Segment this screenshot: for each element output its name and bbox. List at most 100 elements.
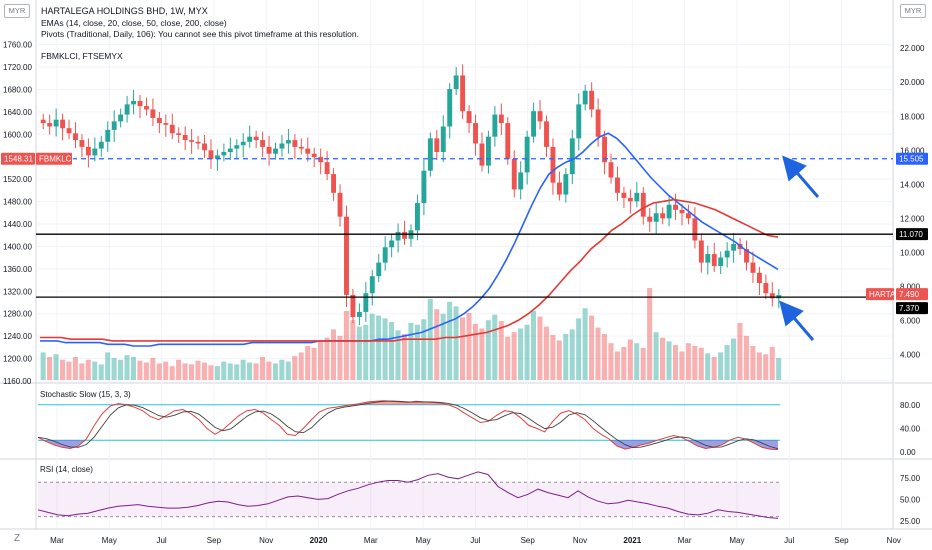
candle-body[interactable] (182, 134, 188, 141)
candle-body[interactable] (421, 170, 427, 204)
candle-body[interactable] (608, 162, 614, 178)
left-axis-tick[interactable]: 1520.00 (3, 175, 32, 184)
left-axis-tick[interactable]: 1200.00 (3, 355, 32, 364)
candle-body[interactable] (769, 293, 775, 299)
left-axis-tick[interactable]: 1320.00 (3, 287, 32, 296)
candle-body[interactable] (137, 100, 143, 107)
rsi-pane[interactable]: 75.00 50.00 25.00 (37, 471, 921, 526)
candle-body[interactable] (556, 182, 562, 195)
time-axis-tick[interactable]: May (416, 536, 431, 545)
candle-body[interactable] (498, 114, 504, 124)
ema-fast-line[interactable] (40, 132, 779, 347)
arrow-lower[interactable] (779, 300, 815, 341)
candle-body[interactable] (492, 114, 498, 137)
candle-body[interactable] (92, 148, 98, 156)
candle-body[interactable] (576, 104, 582, 139)
right-currency-label[interactable]: MYR (900, 4, 926, 18)
time-axis-tick[interactable]: Jul (156, 536, 166, 545)
candle-body[interactable] (156, 117, 162, 124)
candle-body[interactable] (389, 240, 395, 248)
candle-body[interactable] (311, 153, 317, 158)
candle-body[interactable] (627, 197, 633, 202)
candle-body[interactable] (227, 148, 233, 152)
candle-body[interactable] (144, 106, 149, 110)
candle-body[interactable] (305, 148, 311, 154)
time-axis-tick[interactable]: Jul (784, 536, 794, 545)
candle-body[interactable] (589, 90, 595, 110)
candle-body[interactable] (544, 121, 549, 147)
candle-body[interactable] (247, 136, 253, 142)
left-axis-tick[interactable]: 1160.00 (3, 377, 32, 386)
candle-body[interactable] (511, 158, 517, 190)
rsi-line[interactable] (37, 471, 779, 519)
left-axis-tick[interactable]: 1680.00 (3, 85, 32, 94)
candle-body[interactable] (634, 192, 640, 202)
left-axis-tick[interactable]: 1760.00 (3, 41, 32, 50)
candle-body[interactable] (150, 109, 156, 118)
candle-body[interactable] (298, 146, 304, 149)
time-axis-tick[interactable]: 2021 (623, 536, 641, 545)
right-price-axis[interactable]: 22.000 20.000 18.000 16.000 14.000 12.000 10.0… (900, 44, 925, 359)
candle-body[interactable] (537, 111, 543, 122)
zoom-icon[interactable]: Z (13, 533, 21, 544)
pivots-legend[interactable]: Pivots (Traditional, Daily, 106): You ca… (41, 29, 359, 39)
left-axis-tick[interactable]: 1640.00 (3, 108, 32, 117)
time-axis-tick[interactable]: Jul (470, 536, 480, 545)
candle-body[interactable] (40, 119, 46, 124)
candle-body[interactable] (124, 104, 130, 115)
left-axis-tick[interactable]: 1440.00 (3, 220, 32, 229)
right-axis-tick[interactable]: 10.000 (900, 248, 925, 257)
candle-body[interactable] (427, 138, 433, 171)
candle-body[interactable] (685, 213, 691, 219)
candle-body[interactable] (415, 203, 420, 231)
candle-body[interactable] (692, 218, 698, 241)
left-axis-tick[interactable]: 1480.00 (3, 198, 32, 207)
candle-body[interactable] (660, 213, 666, 219)
candle-body[interactable] (505, 123, 511, 159)
candle-body[interactable] (273, 148, 278, 154)
candle-body[interactable] (202, 143, 207, 151)
candle-body[interactable] (318, 157, 324, 163)
candle-body[interactable] (324, 162, 330, 175)
horizontal-levels[interactable] (36, 158, 893, 298)
rsi-axis-tick[interactable]: 75.00 (900, 474, 921, 483)
chart-title[interactable]: HARTALEGA HOLDINGS BHD, 1W, MYX (41, 6, 208, 16)
candle-body[interactable] (369, 276, 375, 294)
candle-body[interactable] (98, 141, 104, 149)
time-axis-tick[interactable]: Nov (887, 536, 901, 545)
candle-body[interactable] (698, 240, 704, 263)
candle-body[interactable] (524, 136, 530, 173)
stoch-axis-tick[interactable]: 0.00 (900, 448, 916, 457)
rsi-axis-tick[interactable]: 25.00 (900, 517, 921, 526)
candle-body[interactable] (221, 152, 227, 156)
stochastic-label[interactable]: Stochastic Slow (15, 3, 3) (40, 390, 131, 399)
time-axis-tick[interactable]: Nov (259, 536, 273, 545)
stoch-k-line[interactable] (37, 400, 779, 451)
candle-body[interactable] (331, 174, 337, 193)
candle-body[interactable] (240, 141, 246, 146)
candle-body[interactable] (602, 136, 608, 163)
right-axis-tick[interactable]: 8.000 (900, 282, 921, 291)
candle-body[interactable] (60, 119, 66, 129)
time-axis-tick[interactable]: Mar (50, 536, 64, 545)
rsi-axis-tick[interactable]: 50.00 (900, 495, 921, 504)
candle-body[interactable] (673, 204, 678, 210)
candle-body[interactable] (705, 254, 711, 263)
candle-body[interactable] (724, 250, 730, 258)
candle-body[interactable] (66, 128, 72, 134)
candle-body[interactable] (163, 123, 169, 125)
left-axis-tick[interactable]: 1400.00 (3, 242, 32, 251)
left-axis-tick[interactable]: 1280.00 (3, 310, 32, 319)
candle-body[interactable] (460, 75, 466, 112)
candle-body[interactable] (337, 192, 343, 217)
compare-legend[interactable]: FBMKLCI, FTSEMYX (41, 51, 123, 61)
stoch-axis-tick[interactable]: 80.00 (900, 401, 921, 410)
candle-body[interactable] (666, 204, 672, 219)
candle-body[interactable] (376, 262, 382, 277)
candle-body[interactable] (169, 124, 175, 134)
time-axis-tick[interactable]: Sep (521, 536, 536, 545)
candle-body[interactable] (131, 100, 137, 105)
time-axis-tick[interactable]: Sep (834, 536, 849, 545)
arrow-upper[interactable] (782, 155, 820, 198)
right-axis-tick[interactable]: 6.000 (900, 316, 921, 325)
